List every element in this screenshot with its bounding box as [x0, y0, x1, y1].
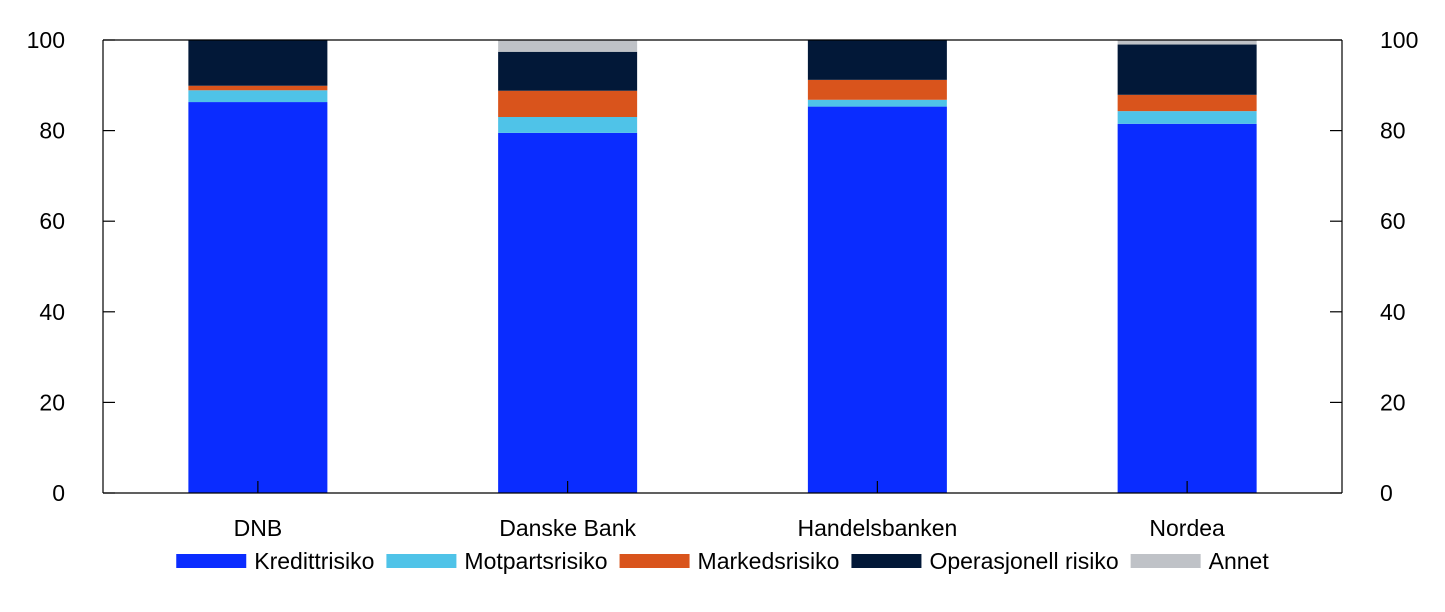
y-tick-label-right-40: 40 [1380, 299, 1406, 325]
axes-layer [102, 39, 1343, 494]
y-tick-label-right-20: 20 [1380, 389, 1406, 415]
y-tick-label-left-40: 40 [39, 299, 65, 325]
y-tick-label-right-0: 0 [1380, 480, 1393, 506]
legend-item-motpartsrisiko: Motpartsrisiko [386, 548, 608, 574]
labels-layer: 0 0 20 20 40 40 60 60 80 80 100 100 DNB Danske Bank Ha… [27, 27, 1419, 541]
x-category-label-danske-bank: Danske Bank [499, 515, 636, 541]
bar-dnb-kredittrisiko [188, 102, 328, 493]
bar-danske-bank-annet [498, 40, 638, 52]
legend-swatch-motpartsrisiko [386, 554, 457, 568]
bar-danske-bank-markedsrisiko [498, 90, 638, 118]
bar-nordea-markedsrisiko [1117, 94, 1257, 112]
legend-label-motpartsrisiko: Motpartsrisiko [464, 548, 607, 574]
y-tick-label-left-0: 0 [52, 480, 65, 506]
bar-handelsbanken-markedsrisiko [807, 79, 947, 100]
bar-nordea-motpartsrisiko [1117, 111, 1257, 124]
bar-handelsbanken-operasjonell-risiko [807, 40, 947, 80]
y-tick-label-right-100: 100 [1380, 27, 1418, 53]
x-category-label-dnb: DNB [234, 515, 283, 541]
y-tick-label-left-20: 20 [39, 389, 65, 415]
legend-swatch-markedsrisiko [619, 554, 690, 568]
y-tick-label-left-80: 80 [39, 118, 65, 144]
bars-layer [188, 40, 1257, 493]
legend-item-annet: Annet [1130, 548, 1270, 574]
y-tick-label-right-80: 80 [1380, 118, 1406, 144]
bar-dnb-markedsrisiko [188, 85, 328, 91]
bar-dnb-operasjonell-risiko [188, 40, 328, 86]
bar-nordea-operasjonell-risiko [1117, 44, 1257, 95]
x-category-label-handelsbanken: Handelsbanken [797, 515, 957, 541]
legend-label-operasjonell-risiko: Operasjonell risiko [929, 548, 1118, 574]
legend-item-kredittrisiko: Kredittrisiko [176, 548, 374, 574]
bar-danske-bank-kredittrisiko [498, 132, 638, 493]
legend: Kredittrisiko Motpartsrisiko Markedsrisiko… [176, 548, 1269, 574]
y-tick-label-left-100: 100 [27, 27, 65, 53]
y-tick-label-right-60: 60 [1380, 208, 1406, 234]
legend-label-markedsrisiko: Markedsrisiko [698, 548, 840, 574]
legend-swatch-annet [1130, 554, 1201, 568]
bar-nordea-annet [1117, 40, 1257, 45]
x-category-label-nordea: Nordea [1149, 515, 1225, 541]
legend-swatch-operasjonell-risiko [851, 554, 922, 568]
legend-label-annet: Annet [1209, 548, 1270, 574]
legend-item-operasjonell-risiko: Operasjonell risiko [851, 548, 1119, 574]
bar-nordea-kredittrisiko [1117, 123, 1257, 493]
bar-danske-bank-motpartsrisiko [498, 117, 638, 133]
y-tick-label-left-60: 60 [39, 208, 65, 234]
bar-dnb-motpartsrisiko [188, 90, 328, 103]
legend-label-kredittrisiko: Kredittrisiko [254, 548, 374, 574]
bar-handelsbanken-kredittrisiko [807, 106, 947, 493]
legend-swatch-kredittrisiko [176, 554, 247, 568]
bar-handelsbanken-motpartsrisiko [807, 99, 947, 107]
bar-danske-bank-operasjonell-risiko [498, 51, 638, 91]
legend-item-markedsrisiko: Markedsrisiko [619, 548, 840, 574]
